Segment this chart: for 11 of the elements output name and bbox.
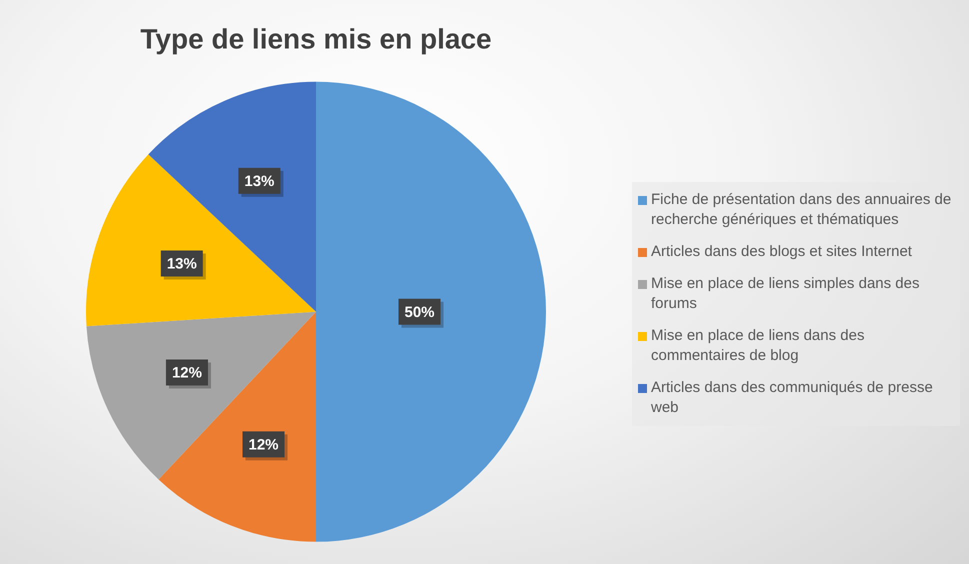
legend-label: Mise en place de liens dans des commentaires de blog [651,326,866,366]
data-label: 12% [248,436,279,454]
data-label: 13% [244,173,274,190]
legend-label: Mise en place de liens simples dans des forums [651,274,920,314]
legend-label: Fiche de présentation dans des annuaires de recherche génériques et thématiques [651,190,952,230]
data-label: 12% [172,364,202,382]
legend-label: Articles dans des blogs et sites Internet [651,242,913,262]
data-label: 13% [166,256,197,273]
chart-title: Type de liens mis en place [140,24,492,55]
legend-label: Articles dans des communiqués de presse web [651,378,934,418]
data-label: 50% [404,304,435,321]
